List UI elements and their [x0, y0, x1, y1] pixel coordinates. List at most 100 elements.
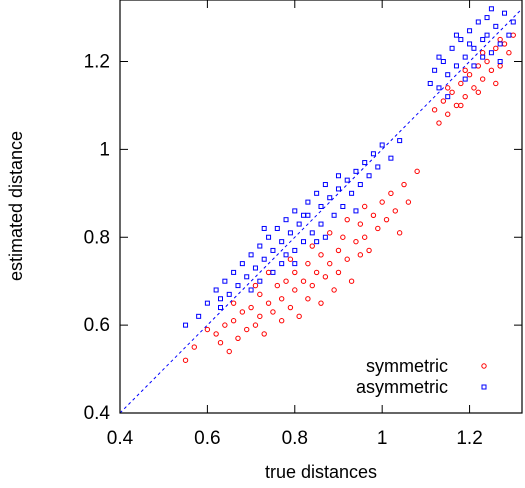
y-tick-label: 1 — [99, 139, 110, 160]
asymmetric-point — [252, 265, 258, 271]
symmetric-point — [484, 58, 490, 65]
symmetric-point — [331, 287, 337, 293]
legend-label-symmetric: symmetric — [366, 356, 448, 376]
asymmetric-point — [322, 182, 328, 188]
tick-labels-group: 0.4 0.6 0.8 1 1.2 0.4 0.6 0.8 1 1.2 — [84, 52, 483, 449]
symmetric-point — [383, 216, 390, 223]
symmetric-point — [353, 238, 359, 245]
symmetric-point — [453, 102, 460, 109]
symmetric-point — [296, 313, 302, 320]
symmetric-point — [305, 296, 311, 302]
symmetric-point — [440, 98, 447, 104]
asymmetric-point — [248, 287, 254, 293]
y-tick-label: 0.4 — [84, 403, 111, 424]
symmetric-point — [366, 247, 372, 254]
asymmetric-point — [270, 269, 276, 275]
symmetric-point — [375, 225, 381, 232]
symmetric-point — [479, 50, 486, 56]
symmetric-point — [278, 318, 285, 324]
symmetric-point — [458, 80, 464, 87]
asymmetric-point — [204, 300, 210, 306]
symmetric-point — [292, 287, 298, 293]
symmetric-point — [431, 107, 438, 113]
symmetric-point — [213, 331, 219, 337]
asymmetric-point — [344, 177, 350, 183]
asymmetric-point — [183, 322, 189, 328]
symmetric-point — [222, 322, 228, 328]
asymmetric-point — [445, 72, 451, 78]
ticks-group — [119, 0, 522, 414]
asymmetric-point — [218, 296, 223, 302]
asymmetric-point — [274, 225, 280, 231]
symmetric-point — [466, 71, 473, 78]
symmetric-point — [379, 199, 385, 205]
asymmetric-point — [292, 208, 298, 214]
asymmetric-point — [488, 50, 494, 56]
asymmetric-point — [480, 54, 486, 60]
symmetric-point — [335, 247, 342, 254]
asymmetric-point — [318, 204, 324, 209]
asymmetric-point — [314, 190, 320, 196]
asymmetric-point — [357, 182, 363, 188]
symmetric-point — [191, 344, 197, 350]
symmetric-point — [340, 234, 346, 240]
asymmetric-point — [506, 32, 512, 38]
asymmetric-point — [497, 41, 503, 47]
asymmetric-point — [257, 243, 263, 249]
asymmetric-point — [488, 6, 494, 12]
asymmetric-point — [222, 278, 228, 284]
asymmetric-point — [335, 186, 341, 192]
symmetric-point — [361, 203, 368, 210]
symmetric-point — [244, 326, 250, 333]
symmetric-point — [462, 67, 468, 73]
symmetric-point — [357, 252, 364, 258]
asymmetric-point — [484, 15, 490, 21]
symmetric-point — [445, 85, 451, 91]
symmetric-point — [252, 282, 259, 289]
symmetric-point — [313, 269, 320, 276]
symmetric-point — [497, 63, 503, 69]
symmetric-point — [309, 282, 315, 289]
symmetric-point — [493, 45, 499, 52]
symmetric-point — [414, 168, 420, 175]
asymmetric-point — [353, 208, 359, 214]
symmetric-point — [488, 67, 495, 73]
asymmetric-point — [248, 252, 254, 258]
asymmetric-point — [261, 225, 267, 231]
asymmetric-point — [379, 142, 385, 148]
x-tick-label: 1 — [377, 428, 388, 449]
asymmetric-point — [453, 63, 459, 69]
plot-frame — [119, 0, 523, 414]
symmetric-point — [235, 335, 241, 342]
asymmetric-point — [231, 269, 237, 275]
asymmetric-point — [449, 45, 455, 51]
symmetric-point — [445, 111, 451, 117]
symmetric-point — [226, 348, 232, 355]
asymmetric-point — [462, 54, 468, 60]
symmetric-point — [405, 199, 412, 205]
asymmetric-point — [480, 37, 486, 43]
y-tick-label: 0.8 — [84, 227, 110, 248]
asymmetric-point — [467, 41, 473, 47]
x-axis-title: true distances — [265, 462, 377, 482]
symmetric-point — [501, 41, 508, 47]
symmetric-point — [300, 278, 307, 284]
asymmetric-point — [213, 287, 219, 293]
symmetric-point — [471, 85, 477, 91]
symmetric-point — [287, 304, 294, 311]
symmetric-point — [257, 291, 263, 298]
asymmetric-point — [257, 278, 263, 284]
asymmetric-point — [196, 313, 202, 319]
y-tick-label: 1.2 — [84, 52, 110, 73]
asymmetric-point — [292, 247, 298, 253]
asymmetric-point — [388, 155, 394, 161]
reference-line-group — [119, 8, 523, 414]
symmetric-point — [239, 309, 246, 315]
symmetric-point — [257, 313, 263, 320]
asymmetric-point — [493, 23, 499, 29]
symmetric-point — [462, 93, 468, 100]
x-tick-label: 0.8 — [282, 428, 308, 449]
legend-marker-asymmetric — [481, 384, 487, 390]
